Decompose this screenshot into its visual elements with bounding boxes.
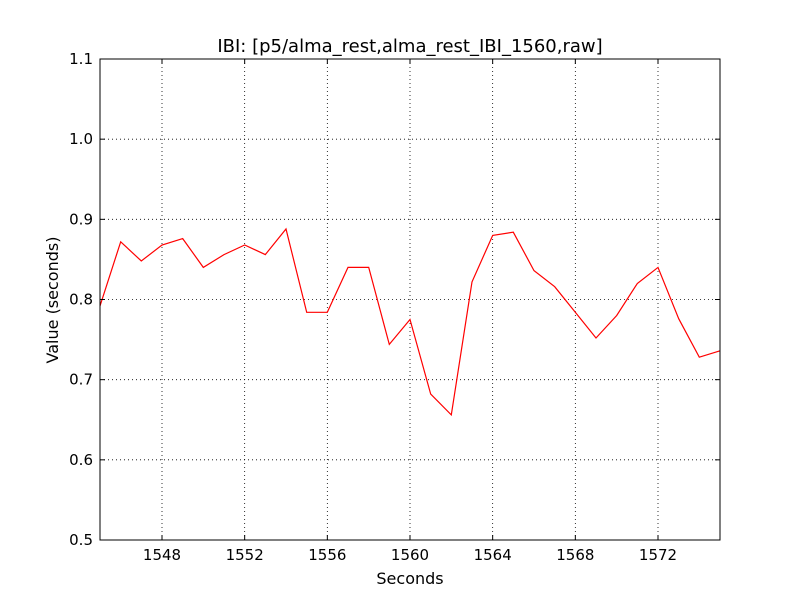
- x-tick-label: 1556: [308, 546, 346, 564]
- x-tick-label: 1572: [639, 546, 677, 564]
- y-tick-label: 1.1: [69, 50, 93, 68]
- y-tick-label: 0.6: [69, 451, 93, 469]
- series-line: [99, 227, 721, 417]
- y-tick-label: 0.9: [69, 210, 93, 228]
- grid: [100, 59, 720, 540]
- series-layer: [99, 227, 721, 417]
- y-tick-label: 1.0: [69, 130, 93, 148]
- x-tick-label: 1560: [391, 546, 429, 564]
- x-tick-label: 1568: [556, 546, 594, 564]
- y-tick-label: 0.8: [69, 291, 93, 309]
- x-tick-label: 1548: [143, 546, 181, 564]
- y-tick-label: 0.5: [69, 531, 93, 549]
- x-tick-label: 1552: [226, 546, 264, 564]
- ticks: 1548 1552 1556 1560 1564 1568 1572 0.5 0.6 0.7 0.8…: [69, 50, 720, 564]
- y-tick-label: 0.7: [69, 371, 93, 389]
- x-tick-label: 1564: [474, 546, 512, 564]
- y-axis-label: Value (seconds): [43, 237, 62, 364]
- x-axis-label: Seconds: [376, 569, 443, 588]
- chart-title: IBI: [p5/alma_rest,alma_rest_IBI_1560,ra…: [217, 36, 602, 57]
